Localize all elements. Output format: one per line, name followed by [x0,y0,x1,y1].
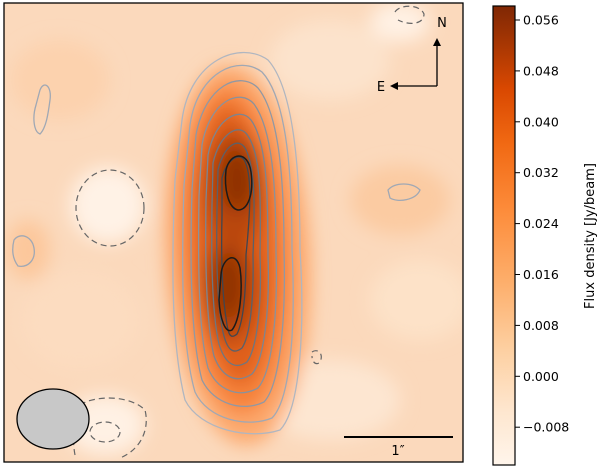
scale-bar-label: 1″ [391,444,404,459]
colorbar-ticks: 0.056 0.048 0.040 0.032 0.024 0.016 0.008 0.000… [515,13,569,435]
colorbar-gradient [492,5,516,466]
synthesized-beam-ellipse [16,388,90,450]
compass-east-label: E [377,80,385,95]
map-frame [3,2,464,463]
colorbar-tick-label: −0.008 [523,420,569,435]
colorbar-tick-label: 0.000 [523,369,559,384]
east-arrowhead-icon [390,82,398,90]
compass-rose: N E [377,16,447,95]
positive-contours [12,51,421,435]
colorbar-tick-label: 0.048 [523,63,559,78]
colorbar-label: Flux density [Jy/beam] [583,163,598,309]
colorbar-tick-label: 0.032 [523,165,559,180]
colorbar-tick-label: 0.016 [523,267,559,282]
map-panel: 1″ N E [4,3,463,462]
compass-north-label: N [437,16,447,31]
north-arrowhead-icon [433,38,441,46]
colorbar: 0.056 0.048 0.040 0.032 0.024 0.016 0.008 0.000… [492,5,598,466]
scale-bar: 1″ [344,436,453,459]
colorbar-tick-label: 0.040 [523,114,559,129]
colorbar-tick-label: 0.056 [523,13,559,28]
colorbar-tick-label: 0.024 [523,216,559,231]
colorbar-tick-label: 0.008 [523,318,559,333]
